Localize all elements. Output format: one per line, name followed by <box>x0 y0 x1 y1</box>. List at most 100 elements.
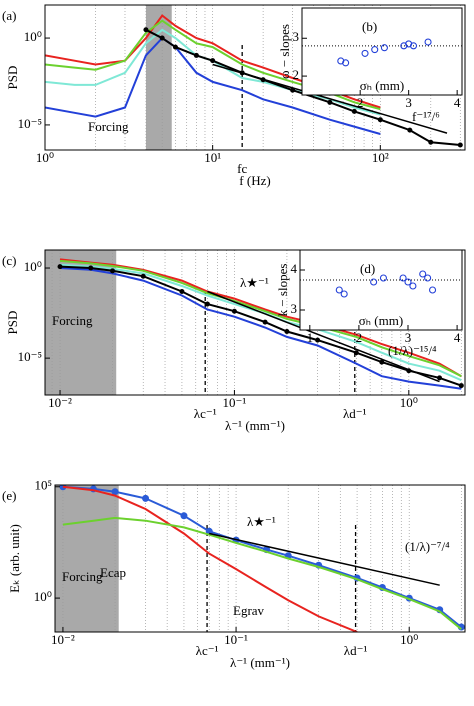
data-point <box>193 52 199 58</box>
data-point <box>179 288 185 294</box>
annotation: (1/λ)⁻¹⁵/⁴ <box>388 343 437 358</box>
data-point <box>371 46 379 54</box>
x-tick-label: 2 <box>357 95 364 110</box>
x-tick-label: 10⁻¹ <box>223 395 247 410</box>
panel-label: (c) <box>2 253 16 268</box>
annotation: Forcing <box>88 119 129 134</box>
plot-content <box>55 485 465 632</box>
data-point <box>140 273 146 279</box>
annotation: Ecap <box>100 565 126 580</box>
x-tick-label: 10⁻² <box>48 395 72 410</box>
series-line <box>62 485 358 632</box>
plot-frame <box>301 7 463 96</box>
plot-area <box>302 8 462 95</box>
plot-area <box>55 485 465 632</box>
data-point <box>404 278 412 286</box>
series-line <box>45 36 381 135</box>
y-tick-label: 4 <box>291 261 298 276</box>
data-point <box>399 274 407 282</box>
data-point <box>110 268 116 274</box>
forcing-band <box>45 250 117 395</box>
data-point <box>407 127 413 133</box>
data-point <box>88 265 94 271</box>
marker-label: λd⁻¹ <box>343 406 367 421</box>
data-point <box>205 527 213 535</box>
data-point <box>262 319 268 325</box>
series-line <box>145 28 461 146</box>
plot-content <box>300 270 462 298</box>
x-tick-label: 10⁰ <box>400 395 418 410</box>
data-point <box>180 512 188 520</box>
marker-label: λd⁻¹ <box>344 643 368 658</box>
data-point <box>424 38 432 46</box>
series-line <box>62 516 462 630</box>
x-tick-label: 10⁻¹ <box>224 632 248 647</box>
x-tick-label: 4 <box>454 330 461 345</box>
marker-label: fc <box>237 161 247 176</box>
data-point <box>437 375 443 381</box>
data-point <box>204 301 210 307</box>
data-point <box>409 42 418 50</box>
series-line <box>59 267 462 390</box>
y-tick-label: 10⁰ <box>24 259 42 274</box>
x-tick-label: 3 <box>405 95 412 110</box>
plot-frame <box>44 249 466 396</box>
x-axis-label: f (Hz) <box>239 173 270 188</box>
plot-frame <box>54 484 466 633</box>
y-axis-label: Eₖ (arb. unit) <box>7 524 22 593</box>
data-point <box>111 488 119 496</box>
data-point <box>57 264 63 270</box>
y-tick-label: 10⁰ <box>24 29 42 44</box>
y-tick-label: 3 <box>293 29 300 44</box>
data-point <box>428 139 434 145</box>
y-tick-label: 2 <box>293 67 300 82</box>
x-tick-label: 10⁻² <box>51 632 75 647</box>
x-tick-label: 10⁰ <box>400 632 418 647</box>
data-point <box>351 108 357 114</box>
annotation: (1/λ)⁻⁷/⁴ <box>405 539 450 554</box>
plot-frame <box>44 4 466 151</box>
data-point <box>231 308 237 314</box>
x-tick-label: 10² <box>372 150 389 165</box>
panel-label: (e) <box>2 488 16 503</box>
plot-frame <box>299 249 463 331</box>
forcing-band <box>55 485 119 632</box>
data-point <box>340 290 348 298</box>
data-point <box>361 49 369 57</box>
data-point <box>370 278 378 286</box>
series-line <box>59 258 462 378</box>
y-tick-label: 10⁰ <box>34 589 52 604</box>
y-axis-label: ω − slopes <box>277 24 292 79</box>
series-line <box>207 290 440 383</box>
series-line <box>209 532 440 586</box>
x-tick-label: 10⁰ <box>36 150 54 165</box>
data-point <box>315 337 321 343</box>
data-point <box>210 58 216 64</box>
y-axis-label: k − slopes <box>275 264 290 317</box>
data-point <box>428 286 437 294</box>
data-point <box>327 99 333 105</box>
panel: λc⁻¹ λd⁻¹ 10⁻² 10⁻¹ 10⁰ 10⁰ 10⁵ λ⁻¹ (mm⁻¹) Eₖ (a… <box>2 478 466 670</box>
data-point <box>457 142 463 148</box>
marker-label: λc⁻¹ <box>196 643 219 658</box>
series-line <box>59 259 462 378</box>
data-point <box>419 270 427 278</box>
panel: 1 2 3 4 3 4 σₕ (mm) k − slopes (d) <box>275 249 463 345</box>
data-point <box>143 27 149 33</box>
x-axis-label: σₕ (mm) <box>360 78 404 93</box>
y-tick-label: 3 <box>291 301 298 316</box>
y-axis-label: PSD <box>5 66 20 90</box>
annotation: λ★⁻¹ <box>247 514 276 529</box>
y-tick-label: 10⁻⁵ <box>18 349 42 364</box>
marker-label: λc⁻¹ <box>194 406 217 421</box>
annotation: λ★⁻¹ <box>240 275 269 290</box>
data-point <box>377 117 383 123</box>
series-line <box>212 63 448 134</box>
y-tick-label: 10⁵ <box>34 478 52 493</box>
panel-label: (d) <box>360 261 375 276</box>
y-axis-label: PSD <box>5 311 20 335</box>
x-axis-label: λ⁻¹ (mm⁻¹) <box>225 418 285 433</box>
